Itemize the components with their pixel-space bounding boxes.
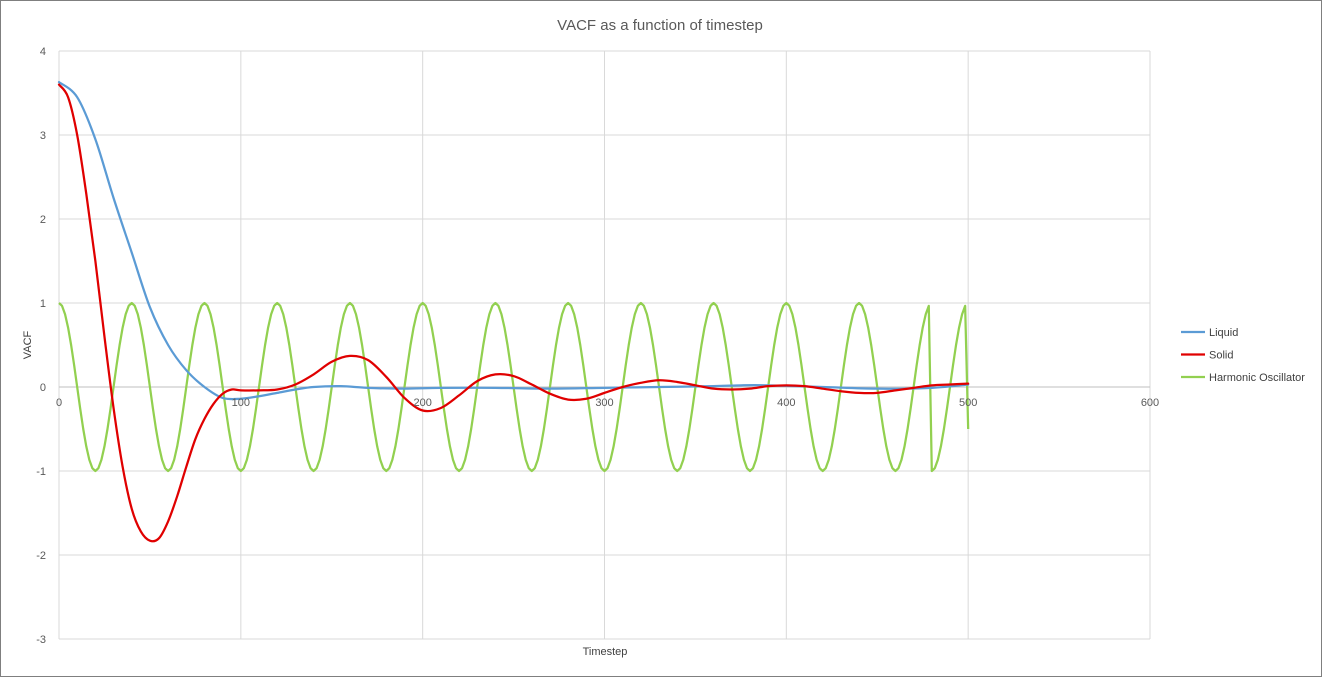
- x-tick-label: 100: [232, 397, 250, 409]
- series-line-liquid: [57, 80, 970, 401]
- y-tick-label: -3: [36, 634, 46, 646]
- legend-liquid-label: Liquid: [1209, 327, 1238, 339]
- y-tick-label: 1: [40, 298, 46, 310]
- x-tick-label: 400: [777, 397, 795, 409]
- series-lines: [57, 80, 970, 543]
- x-tick-label: 600: [1141, 397, 1159, 409]
- legend-solid-label: Solid: [1209, 350, 1233, 362]
- chart-title: VACF as a function of timestep: [557, 17, 763, 34]
- x-tick-label: 0: [56, 397, 62, 409]
- tick-labels: -3 -2 -1 0 1 2 3 4 0 100 200 300 400 500 600: [36, 46, 1159, 646]
- y-axis-title: VACF: [22, 330, 34, 359]
- x-tick-label: 200: [413, 397, 431, 409]
- x-tick-label: 500: [959, 397, 977, 409]
- y-tick-label: -2: [36, 550, 46, 562]
- series-line-solid: [57, 83, 970, 543]
- y-tick-label: 0: [40, 382, 46, 394]
- x-axis-title: Timestep: [583, 646, 628, 658]
- legend: Liquid Solid Harmonic Oscillator: [1181, 327, 1305, 384]
- y-tick-label: -1: [36, 466, 46, 478]
- x-tick-label: 300: [595, 397, 613, 409]
- y-tick-label: 2: [40, 214, 46, 226]
- gridlines: [58, 50, 1151, 640]
- y-tick-label: 4: [40, 46, 46, 58]
- legend-harmonic-oscillator-label: Harmonic Oscillator: [1209, 372, 1305, 384]
- y-tick-label: 3: [40, 130, 46, 142]
